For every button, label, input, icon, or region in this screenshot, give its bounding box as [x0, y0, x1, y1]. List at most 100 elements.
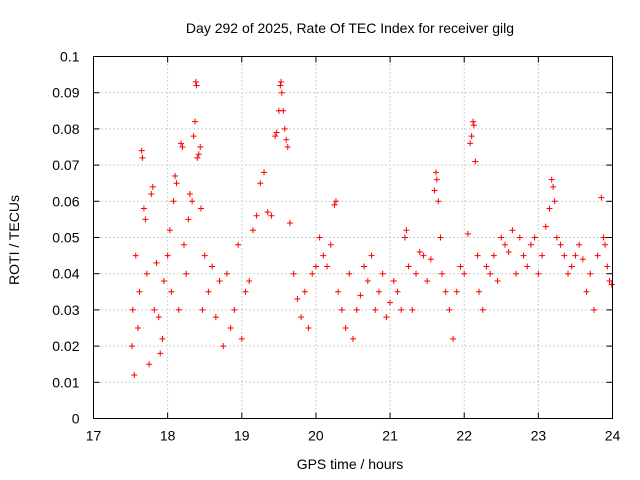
- data-point: [576, 241, 583, 248]
- data-point: [277, 82, 284, 89]
- y-axis-title: ROTI / TECUs: [6, 195, 22, 285]
- data-point: [131, 372, 138, 379]
- data-point: [361, 263, 368, 270]
- y-axis: 0 0.01 0.02 0.03 0.04 0.05 0.06 0.07 0.08 0.09 0.1: [52, 49, 613, 427]
- x-tick-label: 17: [86, 428, 102, 444]
- data-point: [195, 151, 202, 158]
- data-point: [189, 198, 196, 205]
- data-point: [490, 252, 497, 259]
- data-point: [608, 281, 615, 288]
- data-point: [546, 205, 553, 212]
- data-point: [280, 107, 287, 114]
- data-point: [539, 252, 546, 259]
- data-point: [561, 252, 568, 259]
- data-point: [572, 252, 579, 259]
- data-point: [223, 270, 230, 277]
- data-point: [420, 252, 427, 259]
- data-point: [520, 252, 527, 259]
- data-point: [136, 288, 143, 295]
- x-tick-label: 21: [382, 428, 398, 444]
- data-point: [201, 252, 208, 259]
- x-tick-label: 24: [605, 428, 621, 444]
- x-tick-label: 19: [234, 428, 250, 444]
- data-point: [476, 288, 483, 295]
- data-point: [579, 256, 586, 263]
- data-point: [273, 129, 280, 136]
- data-point: [327, 241, 334, 248]
- data-point: [155, 314, 162, 321]
- grid: [93, 56, 613, 419]
- data-point: [568, 263, 575, 270]
- data-point: [143, 270, 150, 277]
- data-point: [472, 158, 479, 165]
- data-point: [129, 343, 136, 350]
- data-point: [442, 288, 449, 295]
- data-point: [487, 270, 494, 277]
- data-point: [398, 306, 405, 313]
- data-point: [338, 306, 345, 313]
- data-point: [205, 288, 212, 295]
- data-point: [501, 241, 508, 248]
- data-point: [153, 259, 160, 266]
- data-point: [305, 325, 312, 331]
- data-point: [209, 263, 216, 270]
- data-point: [320, 252, 327, 259]
- data-point: [483, 263, 490, 270]
- y-tick-label: 0.06: [52, 193, 79, 209]
- data-point: [186, 191, 193, 198]
- data-point: [550, 183, 557, 190]
- chart-title: Day 292 of 2025, Rate Of TEC Index for r…: [186, 20, 514, 36]
- data-point: [231, 306, 238, 313]
- data-point: [170, 198, 177, 205]
- data-point: [516, 234, 523, 241]
- y-tick-label: 0.08: [52, 121, 79, 137]
- data-point: [192, 78, 199, 85]
- data-point: [190, 133, 197, 140]
- data-point: [590, 306, 597, 313]
- data-point: [312, 263, 319, 270]
- data-point: [600, 234, 607, 241]
- data-point: [513, 270, 520, 277]
- x-tick-label: 22: [456, 428, 472, 444]
- data-point: [134, 325, 141, 331]
- x-tick-label: 23: [531, 428, 547, 444]
- data-point: [283, 136, 290, 143]
- data-point: [594, 252, 601, 259]
- data-point: [331, 201, 338, 208]
- y-tick-label: 0.07: [52, 157, 79, 173]
- data-point: [160, 277, 167, 284]
- data-point: [132, 252, 139, 259]
- data-point: [494, 277, 501, 284]
- data-point: [148, 191, 155, 198]
- data-point: [479, 306, 486, 313]
- data-point: [606, 277, 613, 284]
- data-point: [598, 194, 605, 201]
- data-point: [177, 140, 184, 147]
- data-point: [199, 306, 206, 313]
- data-point: [353, 306, 360, 313]
- data-point: [438, 270, 445, 277]
- data-point: [433, 176, 440, 183]
- data-point: [505, 248, 512, 255]
- y-tick-label: 0.1: [60, 49, 80, 65]
- data-point: [542, 223, 549, 230]
- data-point: [157, 350, 164, 357]
- data-point: [278, 89, 285, 96]
- data-point: [383, 314, 390, 321]
- data-point: [129, 306, 136, 313]
- data-point: [290, 270, 297, 277]
- data-point: [450, 335, 457, 342]
- data-point: [470, 118, 477, 125]
- data-point: [427, 256, 434, 263]
- data-point: [498, 234, 505, 241]
- data-point: [470, 122, 477, 129]
- data-point: [394, 288, 401, 295]
- data-point: [602, 241, 609, 248]
- data-point: [324, 263, 331, 270]
- data-point: [268, 212, 275, 219]
- data-point: [461, 270, 468, 277]
- data-point: [140, 205, 147, 212]
- data-point: [583, 288, 590, 295]
- data-points: [129, 78, 615, 379]
